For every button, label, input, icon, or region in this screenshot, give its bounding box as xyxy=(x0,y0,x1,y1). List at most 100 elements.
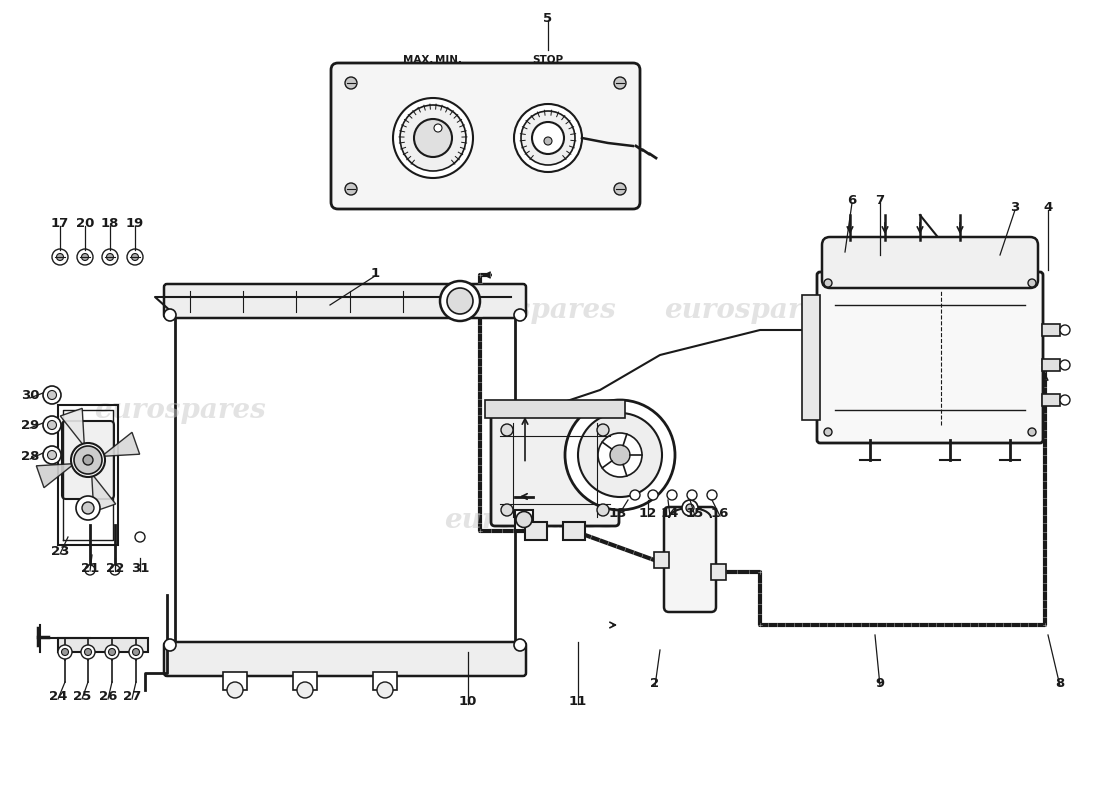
Circle shape xyxy=(630,490,640,500)
Text: 25: 25 xyxy=(73,690,91,703)
Text: 29: 29 xyxy=(21,419,40,432)
Circle shape xyxy=(110,565,120,575)
Circle shape xyxy=(544,137,552,145)
Bar xyxy=(1042,359,1060,371)
Text: 1: 1 xyxy=(371,267,380,280)
Text: 31: 31 xyxy=(131,562,150,575)
Text: eurospares: eurospares xyxy=(664,297,836,323)
Text: BORLETTI: BORLETTI xyxy=(469,159,512,169)
Circle shape xyxy=(72,443,104,477)
Bar xyxy=(563,522,585,540)
Circle shape xyxy=(514,104,582,172)
Circle shape xyxy=(164,309,176,321)
Text: 11: 11 xyxy=(569,695,587,708)
Circle shape xyxy=(345,77,358,89)
Circle shape xyxy=(824,279,832,287)
Circle shape xyxy=(227,682,243,698)
Circle shape xyxy=(56,254,64,261)
Circle shape xyxy=(81,645,95,659)
Bar xyxy=(485,400,625,418)
Bar xyxy=(373,672,397,690)
Text: MIN.: MIN. xyxy=(434,55,462,65)
Text: 4: 4 xyxy=(1044,201,1053,214)
Circle shape xyxy=(682,500,698,516)
Bar xyxy=(58,405,118,545)
Circle shape xyxy=(1028,428,1036,436)
Circle shape xyxy=(164,639,176,651)
Circle shape xyxy=(47,421,56,430)
Circle shape xyxy=(52,249,68,265)
Circle shape xyxy=(102,249,118,265)
Circle shape xyxy=(686,504,694,512)
Circle shape xyxy=(400,105,466,171)
Text: 23: 23 xyxy=(51,545,69,558)
FancyBboxPatch shape xyxy=(331,63,640,209)
Text: STOP: STOP xyxy=(532,55,563,65)
Text: COLD: COLD xyxy=(362,113,389,123)
Circle shape xyxy=(500,424,513,436)
Circle shape xyxy=(521,111,575,165)
Circle shape xyxy=(614,77,626,89)
Text: eurospares: eurospares xyxy=(444,297,616,323)
Text: 16: 16 xyxy=(711,507,729,520)
Text: 14: 14 xyxy=(661,507,679,520)
Circle shape xyxy=(43,446,60,464)
Bar xyxy=(711,564,726,580)
Circle shape xyxy=(81,254,88,261)
Text: 20: 20 xyxy=(76,217,95,230)
Circle shape xyxy=(597,424,609,436)
Polygon shape xyxy=(36,464,75,488)
Text: 30: 30 xyxy=(21,389,40,402)
FancyBboxPatch shape xyxy=(164,284,526,318)
Circle shape xyxy=(688,490,697,500)
Circle shape xyxy=(614,183,626,195)
Circle shape xyxy=(565,400,675,510)
FancyBboxPatch shape xyxy=(491,413,619,526)
FancyBboxPatch shape xyxy=(58,638,148,652)
Text: 17: 17 xyxy=(51,217,69,230)
Bar xyxy=(802,295,820,420)
Circle shape xyxy=(824,428,832,436)
FancyBboxPatch shape xyxy=(822,237,1038,288)
FancyBboxPatch shape xyxy=(817,272,1043,443)
Circle shape xyxy=(85,565,95,575)
Circle shape xyxy=(85,649,91,655)
Circle shape xyxy=(598,433,642,477)
FancyBboxPatch shape xyxy=(664,507,716,612)
Bar xyxy=(1042,394,1060,406)
Circle shape xyxy=(74,446,102,474)
Bar xyxy=(654,552,669,568)
Circle shape xyxy=(440,281,480,321)
Text: 27: 27 xyxy=(123,690,141,703)
Text: 26: 26 xyxy=(99,690,118,703)
Circle shape xyxy=(648,490,658,500)
Text: 2: 2 xyxy=(650,677,660,690)
Circle shape xyxy=(135,532,145,542)
Circle shape xyxy=(104,645,119,659)
Circle shape xyxy=(610,445,630,465)
Circle shape xyxy=(58,645,72,659)
Circle shape xyxy=(82,502,94,514)
Text: VEGLIA: VEGLIA xyxy=(469,145,512,155)
Polygon shape xyxy=(101,432,140,456)
Text: 22: 22 xyxy=(106,562,124,575)
Circle shape xyxy=(43,416,60,434)
Text: 9: 9 xyxy=(876,677,884,690)
Text: 3: 3 xyxy=(1011,201,1020,214)
Text: 15: 15 xyxy=(686,507,704,520)
Circle shape xyxy=(132,254,139,261)
Text: 18: 18 xyxy=(101,217,119,230)
Circle shape xyxy=(109,649,116,655)
Circle shape xyxy=(1028,279,1036,287)
Circle shape xyxy=(447,288,473,314)
Bar xyxy=(223,672,248,690)
Circle shape xyxy=(434,124,442,132)
Text: 7: 7 xyxy=(876,194,884,207)
Circle shape xyxy=(1060,325,1070,335)
Circle shape xyxy=(62,649,68,655)
Circle shape xyxy=(129,645,143,659)
Text: MAX.: MAX. xyxy=(403,55,433,65)
Circle shape xyxy=(578,413,662,497)
FancyBboxPatch shape xyxy=(62,421,114,499)
Text: 21: 21 xyxy=(81,562,99,575)
